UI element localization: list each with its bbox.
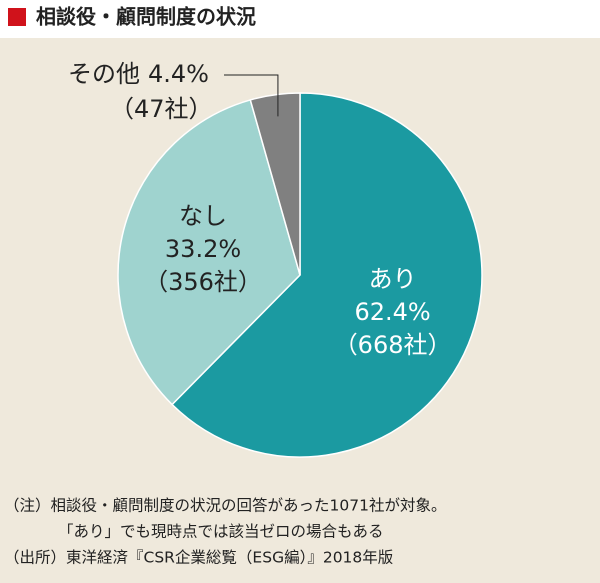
title-marker: [8, 8, 26, 26]
slice-label: あり: [369, 265, 417, 293]
pie-slice: [117, 98, 301, 406]
note: （出所）東洋経済『CSR企業総覧（ESG編）』2018年版: [4, 549, 393, 567]
slice-label: なし: [179, 202, 227, 230]
value-label: 4.4%: [148, 60, 209, 88]
count-label: （356社）: [144, 268, 262, 296]
slice-label: その他: [68, 60, 140, 88]
pie-slice: [249, 92, 301, 276]
note: 「あり」でも現時点では該当ゼロの場合もある: [58, 523, 384, 541]
pie-slice: [171, 92, 483, 458]
count-label: （47社）: [110, 95, 213, 123]
title-bar: [0, 0, 600, 38]
chart-title: 相談役・顧問制度の状況: [36, 5, 256, 29]
leader-line: [224, 74, 279, 117]
value-label: 33.2%: [165, 235, 241, 263]
count-label: （668社）: [334, 331, 452, 359]
note: （注）相談役・顧問制度の状況の回答があった1071社が対象。: [4, 497, 446, 515]
value-label: 62.4%: [354, 298, 430, 326]
